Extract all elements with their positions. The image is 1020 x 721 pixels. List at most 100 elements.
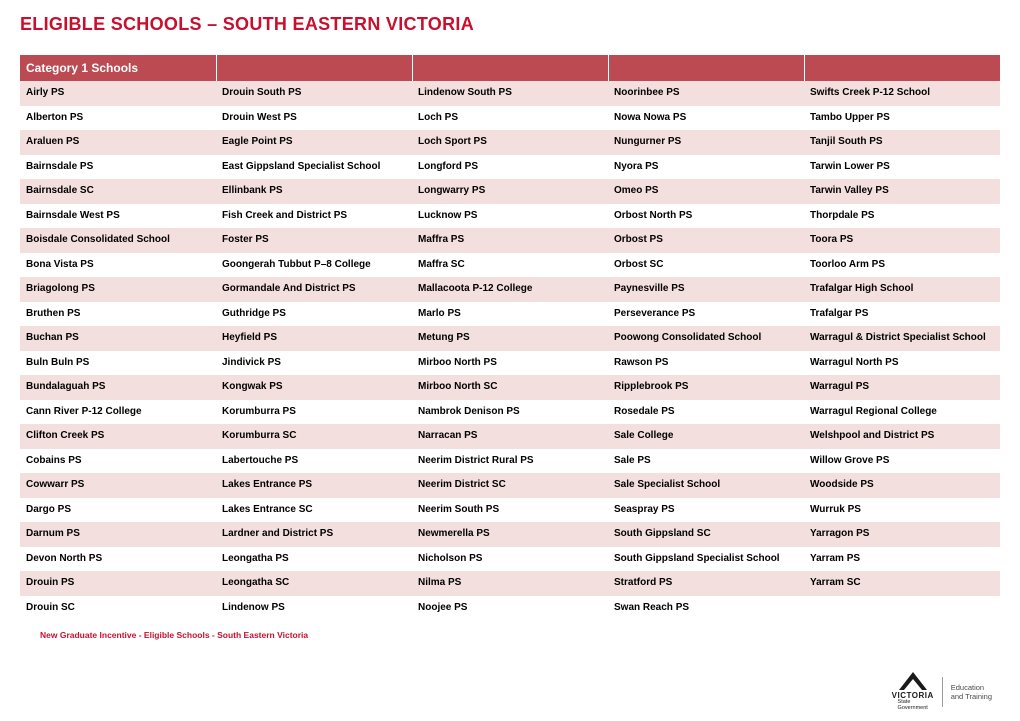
- table-cell: Mirboo North PS: [412, 351, 608, 376]
- table-row: Bairnsdale West PSFish Creek and Distric…: [20, 204, 1000, 229]
- table-row: Drouin PSLeongatha SCNilma PSStratford P…: [20, 571, 1000, 596]
- table-row: Clifton Creek PSKorumburra SCNarracan PS…: [20, 424, 1000, 449]
- table-row: Devon North PSLeongatha PSNicholson PSSo…: [20, 547, 1000, 572]
- table-row: Drouin SCLindenow PSNoojee PSSwan Reach …: [20, 596, 1000, 621]
- table-row: Alberton PSDrouin West PSLoch PSNowa Now…: [20, 106, 1000, 131]
- table-cell: Gormandale And District PS: [216, 277, 412, 302]
- table-cell: Tambo Upper PS: [804, 106, 1000, 131]
- table-row: Dargo PSLakes Entrance SCNeerim South PS…: [20, 498, 1000, 523]
- table-cell: Mallacoota P-12 College: [412, 277, 608, 302]
- table-cell: Ellinbank PS: [216, 179, 412, 204]
- table-cell: Heyfield PS: [216, 326, 412, 351]
- table-cell: Maffra PS: [412, 228, 608, 253]
- table-cell: Cowwarr PS: [20, 473, 216, 498]
- table-cell: Rosedale PS: [608, 400, 804, 425]
- table-cell: Clifton Creek PS: [20, 424, 216, 449]
- table-cell: Willow Grove PS: [804, 449, 1000, 474]
- table-row: Bairnsdale SCEllinbank PSLongwarry PSOme…: [20, 179, 1000, 204]
- table-cell: Buln Buln PS: [20, 351, 216, 376]
- table-cell: Swan Reach PS: [608, 596, 804, 621]
- table-row: Bruthen PSGuthridge PSMarlo PSPerseveran…: [20, 302, 1000, 327]
- table-cell: Leongatha SC: [216, 571, 412, 596]
- table-cell: Stratford PS: [608, 571, 804, 596]
- table-header-row: Category 1 Schools: [20, 55, 1000, 81]
- table-header-cell: [412, 55, 608, 81]
- table-cell: South Gippsland Specialist School: [608, 547, 804, 572]
- table-cell: [804, 596, 1000, 621]
- table-cell: Noojee PS: [412, 596, 608, 621]
- table-cell: Bona Vista PS: [20, 253, 216, 278]
- table-cell: Warragul PS: [804, 375, 1000, 400]
- table-cell: Sale PS: [608, 449, 804, 474]
- table-cell: Noorinbee PS: [608, 81, 804, 106]
- table-cell: Drouin West PS: [216, 106, 412, 131]
- table-cell: Cann River P-12 College: [20, 400, 216, 425]
- table-cell: Nungurner PS: [608, 130, 804, 155]
- table-cell: Wurruk PS: [804, 498, 1000, 523]
- table-cell: Warragul Regional College: [804, 400, 1000, 425]
- table-row: Airly PSDrouin South PSLindenow South PS…: [20, 81, 1000, 106]
- table-cell: Goongerah Tubbut P–8 College: [216, 253, 412, 278]
- table-cell: Fish Creek and District PS: [216, 204, 412, 229]
- table-cell: Jindivick PS: [216, 351, 412, 376]
- table-cell: Warragul & District Specialist School: [804, 326, 1000, 351]
- table-cell: Trafalgar PS: [804, 302, 1000, 327]
- logo-sub: StateGovernment: [898, 700, 928, 711]
- table-cell: Nambrok Denison PS: [412, 400, 608, 425]
- table-cell: Toora PS: [804, 228, 1000, 253]
- table-row: Cann River P-12 CollegeKorumburra PSNamb…: [20, 400, 1000, 425]
- table-cell: Orbost PS: [608, 228, 804, 253]
- table-cell: Tanjil South PS: [804, 130, 1000, 155]
- table-cell: Loch Sport PS: [412, 130, 608, 155]
- table-cell: South Gippsland SC: [608, 522, 804, 547]
- table-cell: Lindenow South PS: [412, 81, 608, 106]
- table-row: Cobains PSLabertouche PSNeerim District …: [20, 449, 1000, 474]
- table-cell: Yarram PS: [804, 547, 1000, 572]
- table-cell: Araluen PS: [20, 130, 216, 155]
- table-cell: Bairnsdale PS: [20, 155, 216, 180]
- table-cell: Drouin South PS: [216, 81, 412, 106]
- victoria-triangle-icon: [899, 672, 927, 690]
- table-row: Briagolong PSGormandale And District PSM…: [20, 277, 1000, 302]
- table-cell: Bairnsdale SC: [20, 179, 216, 204]
- logo-divider: [942, 677, 943, 707]
- table-cell: Omeo PS: [608, 179, 804, 204]
- table-cell: Lakes Entrance PS: [216, 473, 412, 498]
- table-row: Buln Buln PSJindivick PSMirboo North PSR…: [20, 351, 1000, 376]
- table-cell: Rawson PS: [608, 351, 804, 376]
- table-cell: Airly PS: [20, 81, 216, 106]
- table-cell: Poowong Consolidated School: [608, 326, 804, 351]
- table-header-cell: Category 1 Schools: [20, 55, 216, 81]
- table-cell: Toorloo Arm PS: [804, 253, 1000, 278]
- table-cell: East Gippsland Specialist School: [216, 155, 412, 180]
- table-cell: Woodside PS: [804, 473, 1000, 498]
- victoria-state-gov-logo: VICTORIA StateGovernment: [892, 672, 934, 711]
- table-cell: Drouin PS: [20, 571, 216, 596]
- table-cell: Mirboo North SC: [412, 375, 608, 400]
- table-cell: Welshpool and District PS: [804, 424, 1000, 449]
- table-cell: Neerim South PS: [412, 498, 608, 523]
- table-cell: Bruthen PS: [20, 302, 216, 327]
- schools-table: Category 1 Schools Airly PSDrouin South …: [20, 55, 1000, 620]
- table-cell: Kongwak PS: [216, 375, 412, 400]
- table-row: Bundalaguah PSKongwak PSMirboo North SCR…: [20, 375, 1000, 400]
- table-cell: Boisdale Consolidated School: [20, 228, 216, 253]
- table-cell: Tarwin Lower PS: [804, 155, 1000, 180]
- table-cell: Bundalaguah PS: [20, 375, 216, 400]
- table-cell: Longford PS: [412, 155, 608, 180]
- table-cell: Lakes Entrance SC: [216, 498, 412, 523]
- table-cell: Marlo PS: [412, 302, 608, 327]
- table-cell: Sale College: [608, 424, 804, 449]
- table-cell: Ripplebrook PS: [608, 375, 804, 400]
- table-cell: Neerim District Rural PS: [412, 449, 608, 474]
- table-cell: Korumburra SC: [216, 424, 412, 449]
- table-row: Bairnsdale PSEast Gippsland Specialist S…: [20, 155, 1000, 180]
- table-cell: Paynesville PS: [608, 277, 804, 302]
- table-cell: Tarwin Valley PS: [804, 179, 1000, 204]
- table-cell: Leongatha PS: [216, 547, 412, 572]
- table-cell: Korumburra PS: [216, 400, 412, 425]
- table-cell: Darnum PS: [20, 522, 216, 547]
- table-cell: Nowa Nowa PS: [608, 106, 804, 131]
- table-cell: Nilma PS: [412, 571, 608, 596]
- table-cell: Neerim District SC: [412, 473, 608, 498]
